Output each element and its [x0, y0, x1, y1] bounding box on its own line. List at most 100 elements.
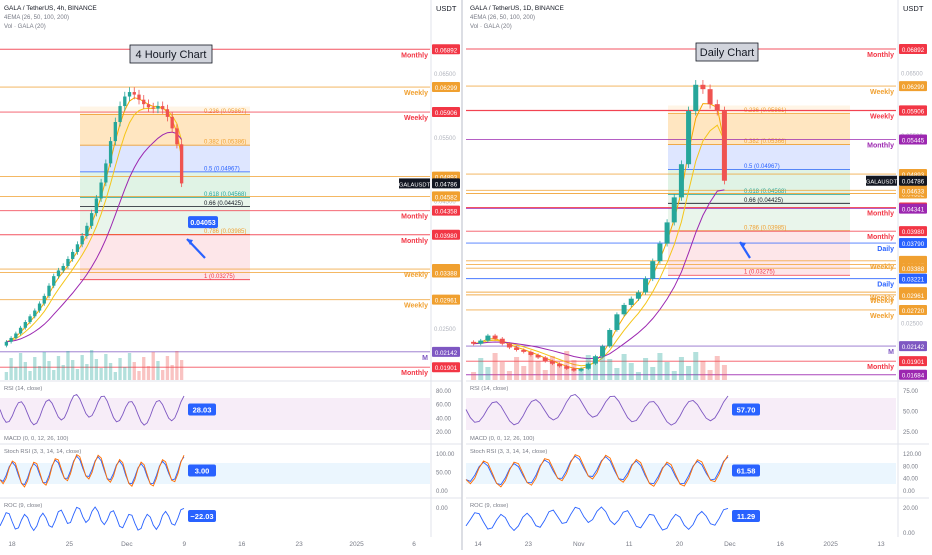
left-ema-line: 4EMA (26, 50, 100, 200)	[4, 15, 69, 21]
left-x-tick: 2025	[349, 541, 364, 548]
right-fib-label: 0.382 (0.05366)	[744, 139, 786, 145]
right-level-tag: 0.03388	[902, 266, 925, 273]
right-level-tag: 0.02142	[902, 344, 925, 351]
left-level-tag-bg	[432, 44, 460, 55]
left-arrowhead-icon	[187, 239, 193, 245]
right-roc-line	[465, 506, 729, 532]
right-fib-label: 1 (0.03275)	[744, 270, 775, 276]
left-x-tick: 23	[296, 541, 304, 548]
right-fib-band	[668, 105, 850, 114]
left-volume-bar	[89, 350, 94, 380]
left-level-tag: 0.04358	[435, 209, 458, 216]
left-price-tag-label: GALAUSDT	[399, 182, 431, 188]
left-rsi-tick: 20.00	[436, 430, 452, 436]
right-level-label: Monthly	[867, 52, 894, 59]
right-volume-bar	[707, 370, 713, 380]
right-candle	[686, 111, 692, 165]
right-candle	[535, 354, 541, 358]
left-volume-bar	[142, 357, 146, 380]
left-candle	[14, 333, 18, 338]
left-x-tick: 18	[8, 541, 16, 548]
right-candle	[528, 351, 534, 355]
left-level-tag-bg	[432, 267, 460, 278]
left-level-tag-bg	[432, 191, 460, 202]
left-candle	[28, 316, 32, 323]
right-candle	[506, 343, 512, 348]
right-level-tag: 0.02961	[902, 293, 925, 300]
right-level-tag-bg	[899, 44, 927, 55]
left-candle	[146, 104, 151, 108]
left-volume-bar	[75, 369, 80, 380]
left-level-tag: 0.02142	[435, 350, 458, 357]
right-level-label: Monthly	[867, 143, 894, 150]
right-level-tag: 0.05906	[902, 109, 925, 116]
right-volume-bar	[607, 359, 613, 380]
right-level-tag-bg	[899, 134, 927, 145]
right-arrowhead-icon	[740, 242, 746, 248]
left-candle	[104, 163, 108, 183]
right-level-label: Weekly	[870, 298, 894, 305]
right-volume-bar	[721, 365, 727, 380]
right-volume-bar	[506, 371, 512, 380]
left-volume-bar	[161, 370, 165, 380]
left-x-tick: 25	[66, 541, 74, 548]
left-fib-label: 0.66 (0.04425)	[204, 201, 243, 207]
left-candle	[94, 198, 99, 214]
right-stoch-tick: 80.00	[903, 464, 919, 470]
left-x-tick: Dec	[121, 541, 133, 548]
left-callout-bg	[188, 216, 218, 229]
left-candle	[99, 182, 103, 199]
left-rsi-line	[0, 393, 185, 426]
right-stoch-line	[465, 455, 729, 486]
left-level-tag: 0.01901	[435, 365, 458, 372]
left-vol-line: Vol · GALA (20)	[4, 24, 46, 30]
right-volume-bar	[678, 357, 684, 380]
right-price-tag-value: 0.04786	[902, 179, 925, 186]
left-price-tag-label-bg	[399, 178, 430, 189]
left-candle	[151, 107, 155, 109]
left-volume-bar	[42, 352, 46, 380]
left-stoch-value-bg	[188, 464, 216, 477]
left-level-tag-bg	[432, 362, 460, 373]
right-volume-bar	[621, 354, 627, 380]
left-level-tag: 0.06892	[435, 47, 458, 54]
right-volume-bar	[671, 371, 677, 380]
left-roc-tick: 0.00	[436, 506, 448, 512]
right-level-tag: 0.04341	[902, 207, 925, 214]
right-candle	[721, 111, 727, 181]
right-x-tick: 20	[676, 541, 684, 548]
right-ema-line	[473, 124, 725, 367]
left-stoch-tick: 100.00	[436, 452, 455, 458]
left-candle	[23, 322, 27, 328]
left-rsi-tick: 40.00	[436, 416, 452, 422]
left-volume-bar	[18, 353, 23, 380]
left-candle	[118, 106, 122, 122]
left-stoch-label: Stoch RSI (3, 3, 14, 14, close)	[4, 449, 81, 455]
right-price-tag-label: GALAUSDT	[866, 180, 898, 186]
right-x-tick: Nov	[573, 541, 585, 548]
right-candle	[628, 298, 634, 305]
left-fib-label: 0.5 (0.04967)	[204, 166, 240, 172]
left-candle	[47, 285, 51, 296]
right-roc-value: 11.29	[737, 512, 755, 521]
right-candle	[564, 366, 570, 369]
left-candle	[9, 337, 13, 342]
right-fib-label: 0.66 (0.04425)	[744, 198, 783, 204]
left-volume-bar	[151, 352, 155, 380]
left-rsi-value-bg	[188, 403, 216, 416]
left-candle	[127, 92, 132, 97]
right-level-label: Monthly	[867, 234, 894, 241]
left-level-tag: 0.03980	[435, 233, 458, 240]
right-vol-line: Vol · GALA (20)	[470, 24, 512, 30]
left-volume-bar	[71, 360, 75, 380]
right-volume-bar	[664, 362, 670, 380]
left-fib-band	[80, 197, 250, 235]
right-volume-bar	[571, 360, 577, 380]
left-fib-label: 0.786 (0.03985)	[204, 229, 246, 235]
right-ema-line: 4EMA (26, 50, 100, 200)	[470, 15, 535, 21]
right-volume-bar	[657, 353, 663, 380]
right-volume-bar	[714, 356, 720, 380]
left-candle	[142, 99, 146, 105]
left-x-tick: 6	[412, 541, 416, 548]
